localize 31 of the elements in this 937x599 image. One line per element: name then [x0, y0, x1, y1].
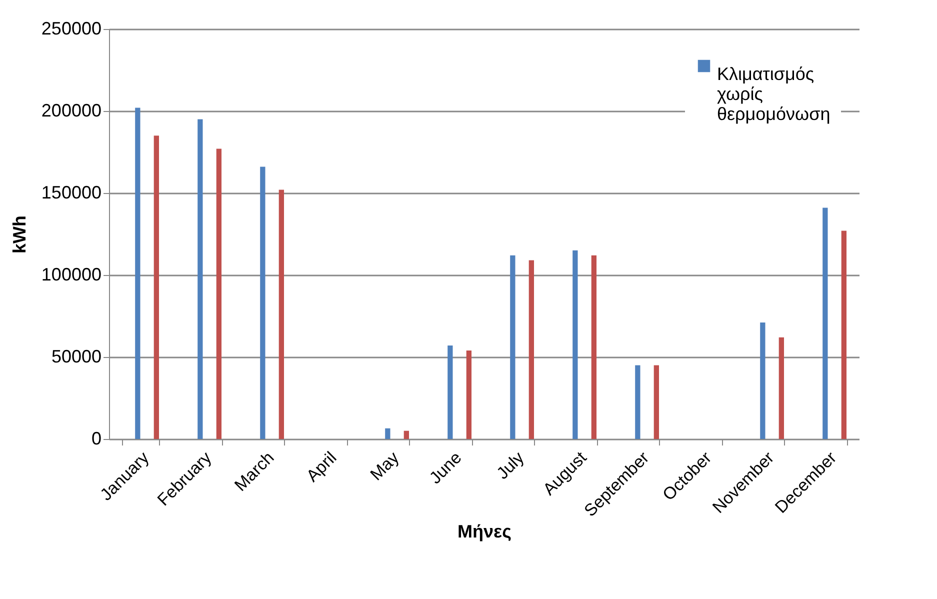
y-tick-label: 50000: [51, 346, 102, 366]
bar: [404, 430, 409, 439]
bar: [528, 260, 534, 439]
bar: [135, 108, 140, 439]
bar: [654, 365, 659, 439]
bar: [760, 322, 766, 439]
x-tick-label: July: [492, 448, 528, 483]
y-axis-title: kWh: [9, 216, 30, 254]
bar: [466, 350, 472, 439]
bar: [841, 230, 846, 439]
x-tick-label: May: [366, 448, 404, 484]
bar: [216, 148, 222, 439]
legend-label: Κλιματισμός χωρίς θερμομόνωση: [717, 64, 830, 124]
bar: [822, 208, 828, 439]
bar: [385, 428, 390, 439]
y-tick-label: 0: [91, 428, 102, 448]
y-tick-label: 150000: [41, 182, 102, 202]
x-axis-title: Μήνες: [458, 522, 512, 542]
bar: [448, 346, 453, 439]
bar: [635, 365, 640, 439]
bar: [154, 136, 159, 439]
bar: [198, 119, 203, 439]
bar: [278, 190, 284, 439]
bar: [572, 250, 578, 439]
y-tick-label: 200000: [41, 100, 102, 120]
bar: [260, 166, 266, 439]
bar: [510, 255, 516, 439]
y-tick-label: 250000: [41, 18, 102, 38]
y-tick-label: 100000: [41, 264, 102, 284]
bar: [778, 337, 784, 439]
bar: [591, 255, 596, 439]
